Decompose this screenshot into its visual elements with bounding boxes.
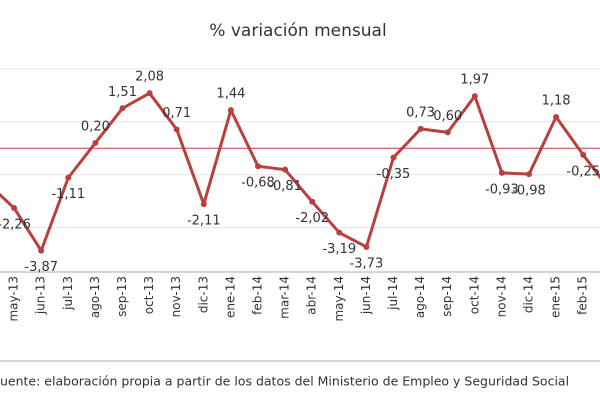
x-tick-label: feb-14 [251, 276, 265, 315]
data-label: -2,02 [295, 211, 329, 226]
data-label: -0,35 [377, 167, 411, 182]
x-tick-label: nov-13 [169, 276, 183, 317]
x-tick-label: sep-14 [440, 276, 454, 317]
point [11, 205, 18, 212]
data-label: -0,68 [241, 176, 275, 191]
x-tick-label: nov-14 [494, 276, 508, 317]
data-label: 1,44 [216, 87, 245, 102]
data-label: 0,71 [162, 106, 191, 121]
x-tick-label: ene-15 [549, 276, 563, 318]
x-tick-label: ago-14 [413, 276, 427, 318]
data-label: 0,20 [81, 119, 110, 134]
point [173, 126, 180, 133]
data-label: -3,87 [24, 260, 58, 275]
data-label: -0,81 [268, 179, 302, 194]
x-tick-label: jun-14 [359, 276, 373, 315]
data-label: -0,93 [485, 182, 519, 197]
x-tick-label: oct-13 [142, 276, 156, 314]
point [38, 247, 45, 254]
point [417, 125, 424, 132]
data-label: 1,18 [542, 94, 571, 109]
point [227, 107, 234, 114]
point [336, 229, 343, 236]
line [0, 91, 600, 253]
x-tick-label: sep-13 [115, 276, 129, 317]
chart-title: % variación mensual [209, 21, 386, 41]
data-label: -3,73 [350, 256, 384, 271]
point [553, 114, 560, 120]
x-tick-label: may-14 [332, 276, 346, 322]
x-tick-label: oct-14 [467, 276, 481, 314]
point [309, 198, 316, 205]
x-tick-label: ene-14 [223, 276, 237, 318]
point [146, 90, 153, 97]
data-label: -0,98 [512, 184, 546, 199]
data-label: -3,19 [322, 242, 356, 257]
data-label: -2,26 [0, 218, 31, 233]
x-tick-label: jun-13 [34, 276, 48, 315]
point [390, 154, 397, 161]
data-label: 1,97 [460, 73, 489, 88]
x-tick-label: ago-13 [88, 276, 102, 318]
data-label: 0,73 [406, 105, 435, 120]
point [65, 174, 72, 181]
point [200, 201, 207, 208]
x-tick-label: feb-15 [576, 276, 590, 315]
x-tick-label: dic-14 [522, 276, 536, 313]
x-tick-label: mar-14 [278, 276, 292, 319]
source-note: uente: elaboración propia a partir de lo… [0, 374, 569, 389]
point [498, 169, 505, 176]
data-label: 1,51 [108, 85, 137, 100]
data-label: -2,11 [187, 214, 221, 229]
point [255, 163, 261, 170]
data-label: -0,25 [566, 164, 600, 179]
point [119, 105, 126, 112]
x-tick-label: may-13 [7, 276, 21, 322]
point [363, 243, 370, 250]
point [526, 171, 532, 178]
data-label: 2,08 [135, 70, 164, 85]
point [282, 166, 289, 173]
x-tick-label: dic-13 [196, 276, 210, 313]
data-label: -1,11 [51, 187, 85, 202]
x-tick-label: abr-14 [305, 276, 319, 315]
x-tick-label: jul-14 [386, 276, 400, 311]
point [471, 93, 478, 100]
point [444, 129, 451, 136]
x-tick-label: jul-13 [61, 276, 75, 311]
point [580, 151, 587, 158]
data-label: 0,60 [433, 109, 462, 124]
point [92, 139, 99, 146]
